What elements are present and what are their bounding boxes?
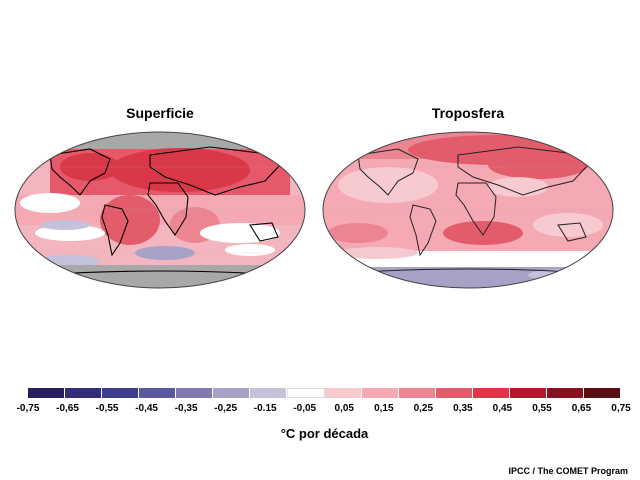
color-scale-tick-label: 0,65 bbox=[571, 403, 592, 414]
antarctic-no-data-region bbox=[15, 265, 305, 288]
south-america-outline bbox=[101, 204, 129, 257]
color-scale-bin bbox=[102, 388, 140, 398]
africa-outline bbox=[455, 182, 497, 236]
color-scale-bin bbox=[472, 388, 510, 398]
australia-outline bbox=[249, 222, 279, 242]
color-scale-bin bbox=[435, 388, 473, 398]
troposphere-map-title: Troposfera bbox=[431, 105, 505, 121]
color-scale-tick-label: 0,55 bbox=[532, 403, 552, 414]
color-scale-tick-label: -0.15 bbox=[253, 403, 277, 414]
surface-map-panel: Superficie bbox=[10, 105, 310, 295]
north-america-outline bbox=[357, 148, 419, 196]
eurasia-outline bbox=[457, 146, 589, 196]
color-scale-bin bbox=[398, 388, 436, 398]
arctic-no-data-region bbox=[15, 132, 305, 151]
color-scale-legend: -0,75 -0,65 -0,55 -0,45 -0,35 -0,25 -0.15 -0,05… bbox=[17, 388, 631, 448]
surface-trend-map bbox=[14, 131, 306, 289]
legend-unit-label: °C por década bbox=[280, 426, 369, 441]
color-scale-tick-label: -0,05 bbox=[293, 403, 317, 414]
color-scale-tick-label: -0,45 bbox=[135, 403, 158, 414]
color-scale-bin bbox=[28, 388, 66, 398]
australia-outline bbox=[557, 222, 587, 242]
color-scale-tick-label: -0,55 bbox=[95, 403, 119, 414]
color-scale-bin bbox=[139, 388, 177, 398]
color-scale-tick-label: 0,15 bbox=[374, 403, 394, 414]
color-scale-tick-label: -0,25 bbox=[214, 403, 238, 414]
color-scale-tick-label: -0,35 bbox=[174, 403, 198, 414]
color-scale-tick-label: 0,25 bbox=[413, 403, 434, 414]
troposphere-trend-map bbox=[322, 131, 614, 289]
color-scale-tick-label: 0,05 bbox=[334, 403, 354, 414]
color-scale-tick-label: -0,75 bbox=[16, 403, 40, 414]
surface-map-title: Superficie bbox=[126, 105, 194, 121]
north-america-outline bbox=[49, 148, 111, 196]
troposphere-map-panel: Troposfera bbox=[318, 105, 618, 295]
africa-outline bbox=[147, 182, 189, 236]
eurasia-outline bbox=[149, 146, 281, 196]
south-america-outline bbox=[409, 204, 437, 257]
color-scale-bin bbox=[583, 388, 621, 398]
color-scale-bin bbox=[361, 388, 399, 398]
color-scale-tick-label: -0,65 bbox=[56, 403, 79, 414]
color-scale-bin bbox=[176, 388, 214, 398]
color-scale-bin bbox=[509, 388, 547, 398]
color-scale-bin bbox=[250, 388, 288, 398]
color-scale-bin bbox=[546, 388, 584, 398]
color-scale-tick-label: 0,45 bbox=[492, 403, 513, 414]
source-credit: IPCC / The COMET Program bbox=[508, 466, 628, 476]
color-scale-bin bbox=[213, 388, 251, 398]
color-scale-bin bbox=[65, 388, 103, 398]
color-scale-tick-label: 0,35 bbox=[453, 403, 473, 414]
color-scale-bin bbox=[324, 388, 362, 398]
color-scale-bin bbox=[287, 388, 325, 398]
color-scale-tick-label: 0,75 bbox=[611, 403, 631, 414]
